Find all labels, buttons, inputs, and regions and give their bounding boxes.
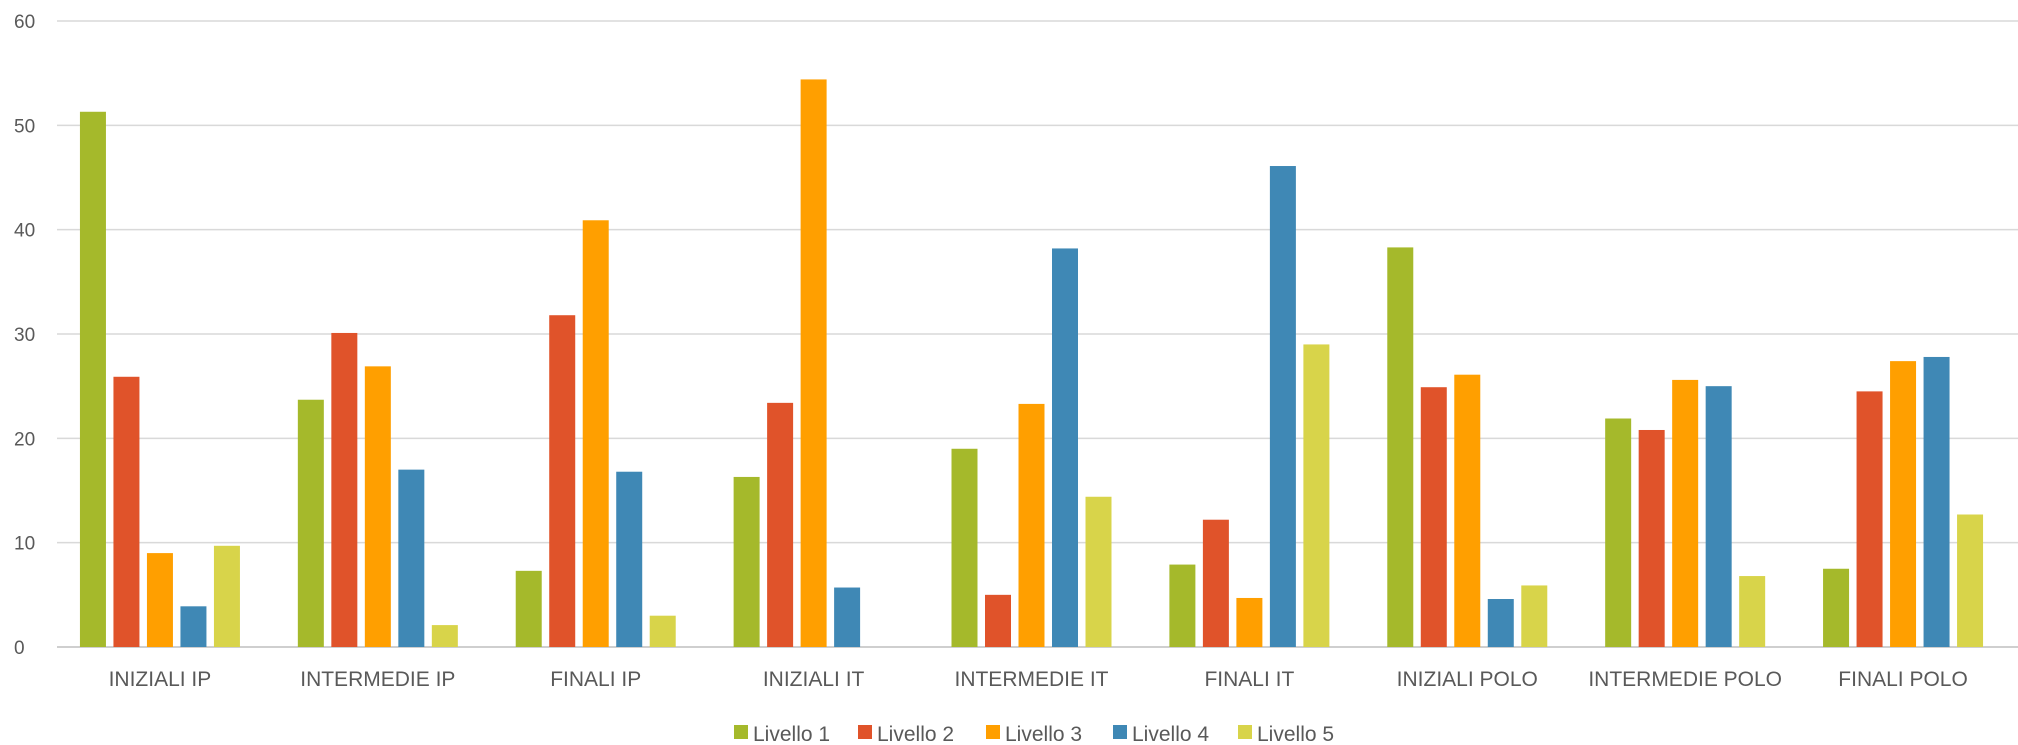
x-category-label: INTERMEDIE IP <box>300 668 455 691</box>
y-tick-label: 60 <box>14 12 35 33</box>
bar <box>79 111 106 647</box>
bar <box>364 366 391 647</box>
bar <box>1303 344 1330 647</box>
bar <box>1672 379 1699 647</box>
bar <box>515 570 542 647</box>
bar <box>834 587 861 647</box>
bar <box>1387 247 1414 648</box>
bar <box>1169 564 1196 647</box>
bar <box>431 625 458 647</box>
bar <box>1521 585 1548 647</box>
legend-swatch <box>1113 725 1127 739</box>
bar <box>1454 374 1481 647</box>
bar <box>180 606 207 647</box>
bar <box>1018 403 1045 647</box>
bar <box>398 469 425 647</box>
bar <box>1420 387 1447 647</box>
bar <box>1487 599 1514 647</box>
x-category-label: INIZIALI IT <box>763 668 865 691</box>
legend-swatch <box>734 725 748 739</box>
y-tick-label: 40 <box>14 221 35 242</box>
bar <box>1236 597 1263 647</box>
bar <box>1705 386 1732 647</box>
x-category-label: INIZIALI POLO <box>1397 668 1538 691</box>
x-category-label: INTERMEDIE POLO <box>1588 668 1782 691</box>
bar <box>1269 166 1296 648</box>
bar <box>213 545 240 647</box>
legend-swatch <box>986 725 1000 739</box>
bar <box>649 615 676 647</box>
bar <box>146 553 173 647</box>
y-tick-label: 20 <box>14 429 35 450</box>
bar <box>1957 514 1984 647</box>
bar <box>800 79 827 648</box>
legend-label: Livello 2 <box>877 723 954 745</box>
bar <box>113 376 140 647</box>
x-category-label: INIZIALI IP <box>109 668 212 691</box>
y-axis-ticks: 0 10 20 30 40 50 60 <box>14 12 35 659</box>
y-tick-label: 50 <box>14 116 35 137</box>
bar <box>549 315 576 647</box>
bar <box>616 471 643 647</box>
x-category-label: INTERMEDIE IT <box>954 668 1108 691</box>
bars <box>79 79 1984 648</box>
legend-label: Livello 3 <box>1005 723 1082 745</box>
bar <box>1605 418 1632 647</box>
bar <box>1638 429 1665 647</box>
x-category-label: FINALI IP <box>550 668 641 691</box>
legend-label: Livello 1 <box>753 723 830 745</box>
legend: Livello 1 Livello 2 Livello 3 Livello 4 Live… <box>734 723 1334 745</box>
legend-label: Livello 4 <box>1132 723 1209 745</box>
bar <box>1085 496 1112 647</box>
bar <box>582 220 609 647</box>
x-category-label: FINALI IT <box>1204 668 1294 691</box>
bar <box>331 332 358 647</box>
bar <box>1739 576 1766 647</box>
bar <box>985 594 1011 647</box>
bar <box>733 476 760 647</box>
bar <box>951 448 978 647</box>
bar <box>1890 361 1917 647</box>
bar <box>1052 248 1078 648</box>
legend-label: Livello 5 <box>1257 723 1334 745</box>
legend-swatch <box>1238 725 1252 739</box>
bar <box>1856 391 1883 647</box>
y-tick-label: 10 <box>14 534 35 555</box>
bar <box>1202 519 1229 647</box>
bar <box>1823 568 1850 647</box>
x-category-label: FINALI POLO <box>1838 668 1968 691</box>
x-axis-categories: INIZIALI IP INTERMEDIE IP FINALI IP INIZIAL… <box>109 668 1968 691</box>
bar <box>297 399 324 647</box>
bar <box>767 402 794 647</box>
bar <box>1923 356 1950 647</box>
y-tick-label: 30 <box>14 325 35 346</box>
y-tick-label: 0 <box>14 638 25 659</box>
legend-swatch <box>858 725 872 739</box>
